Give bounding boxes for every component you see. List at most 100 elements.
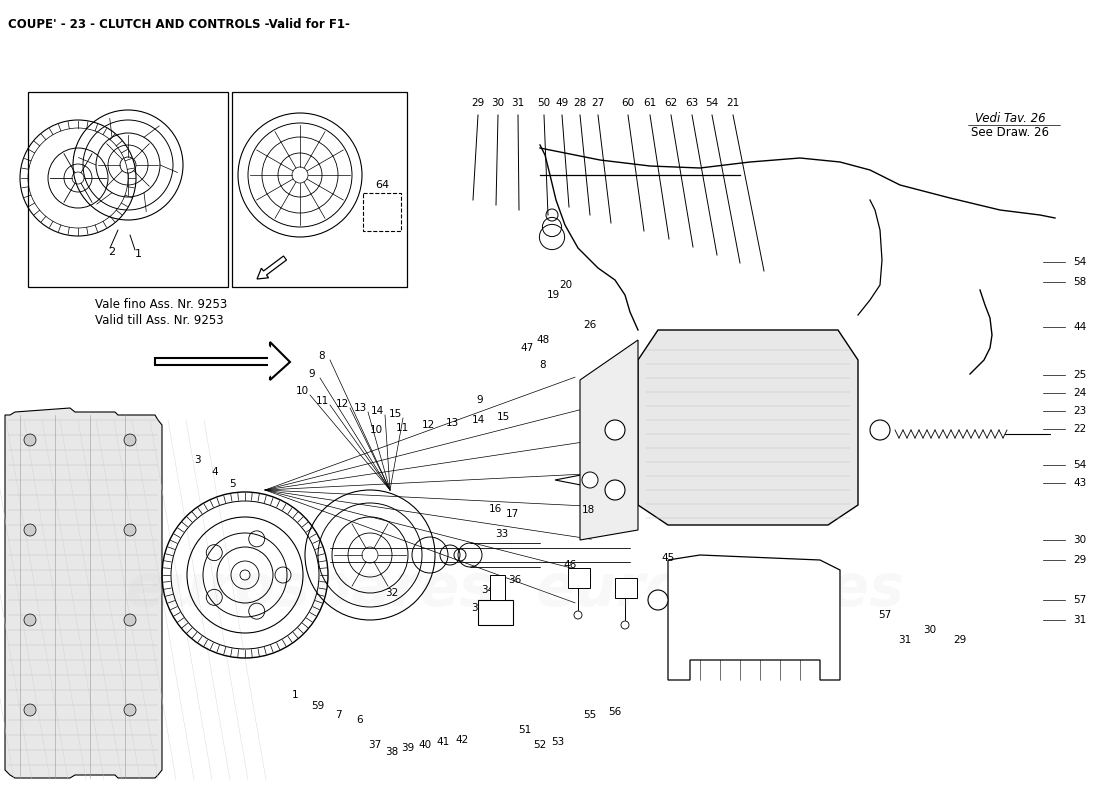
Circle shape [124,524,136,536]
Text: 13: 13 [353,403,366,413]
Text: 1: 1 [134,249,142,259]
Text: 31: 31 [899,635,912,645]
Text: 8: 8 [319,351,326,361]
Bar [568,568,590,588]
Text: C: C [654,595,661,605]
Text: 31: 31 [512,98,525,108]
Text: 45: 45 [661,553,674,563]
Text: 34: 34 [482,585,495,595]
Text: 53: 53 [551,737,564,747]
Text: 17: 17 [505,509,518,519]
Text: Vale fino Ass. Nr. 9253: Vale fino Ass. Nr. 9253 [95,298,228,311]
Text: 13: 13 [446,418,459,428]
Text: 1: 1 [292,690,298,700]
Text: 62: 62 [664,98,678,108]
Bar [490,575,505,600]
Text: 20: 20 [560,280,573,290]
Text: A: A [612,425,618,435]
Text: 21: 21 [726,98,739,108]
Text: 4: 4 [211,467,218,477]
Polygon shape [668,555,840,680]
Circle shape [124,434,136,446]
Text: 36: 36 [508,575,521,585]
Circle shape [124,704,136,716]
Text: 12: 12 [421,420,434,430]
Text: 19: 19 [547,290,560,300]
Text: 10: 10 [370,425,383,435]
Text: 2: 2 [109,247,116,257]
Text: 26: 26 [583,320,596,330]
Text: 61: 61 [644,98,657,108]
Text: Vedi Tav. 26: Vedi Tav. 26 [975,111,1045,125]
Text: 32: 32 [385,588,398,598]
Text: 50: 50 [538,98,551,108]
Text: 11: 11 [316,396,329,406]
Text: 29: 29 [1072,555,1087,565]
Text: 14: 14 [472,415,485,425]
Circle shape [24,614,36,626]
Text: 54: 54 [705,98,718,108]
Text: 3: 3 [194,455,200,465]
Circle shape [574,611,582,619]
Polygon shape [556,445,625,515]
Text: 64: 64 [375,180,389,190]
Text: 9: 9 [476,395,483,405]
Circle shape [24,524,36,536]
Text: 25: 25 [1072,370,1087,380]
Circle shape [870,420,890,440]
Polygon shape [158,345,286,378]
Text: eurospares: eurospares [536,562,904,618]
Text: 41: 41 [437,737,450,747]
Text: 23: 23 [1072,406,1087,416]
Text: 49: 49 [556,98,569,108]
Text: 33: 33 [495,529,508,539]
Text: 15: 15 [388,409,401,419]
Text: 31: 31 [1072,615,1087,625]
Text: B: B [612,485,618,495]
FancyArrow shape [257,256,286,279]
Text: 57: 57 [879,610,892,620]
Text: 47: 47 [520,343,534,353]
Text: 29: 29 [954,635,967,645]
Text: 39: 39 [402,743,415,753]
Text: 9: 9 [309,369,316,379]
Text: 24: 24 [1072,388,1087,398]
Circle shape [24,434,36,446]
Text: 60: 60 [621,98,635,108]
Text: 44: 44 [1072,322,1087,332]
Polygon shape [6,408,162,778]
Text: 40: 40 [418,740,431,750]
Text: 54: 54 [1072,257,1087,267]
Text: 59: 59 [311,701,324,711]
Text: 42: 42 [455,735,469,745]
Text: 52: 52 [534,740,547,750]
Text: 10: 10 [296,386,309,396]
Text: 15: 15 [496,412,509,422]
Text: 38: 38 [385,747,398,757]
Text: 27: 27 [592,98,605,108]
Text: 57: 57 [1072,595,1087,605]
Text: 30: 30 [923,625,936,635]
Circle shape [621,621,629,629]
Text: 6: 6 [356,715,363,725]
Text: 58: 58 [1072,277,1087,287]
Text: 12: 12 [336,399,349,409]
Text: Valid till Ass. Nr. 9253: Valid till Ass. Nr. 9253 [95,314,223,326]
Text: eurospares: eurospares [125,562,495,618]
Text: 11: 11 [395,423,408,433]
Circle shape [605,420,625,440]
Text: A': A' [876,426,884,434]
Text: 35: 35 [472,603,485,613]
Circle shape [582,472,598,488]
Bar [363,193,402,231]
Text: 8: 8 [540,360,547,370]
Circle shape [24,704,36,716]
Text: 56: 56 [608,707,622,717]
Text: 14: 14 [371,406,384,416]
Text: 54: 54 [1072,460,1087,470]
Circle shape [648,590,668,610]
Circle shape [605,480,625,500]
Text: 30: 30 [1072,535,1086,545]
Text: COUPE' - 23 - CLUTCH AND CONTROLS -Valid for F1-: COUPE' - 23 - CLUTCH AND CONTROLS -Valid… [8,18,350,31]
Text: 29: 29 [472,98,485,108]
